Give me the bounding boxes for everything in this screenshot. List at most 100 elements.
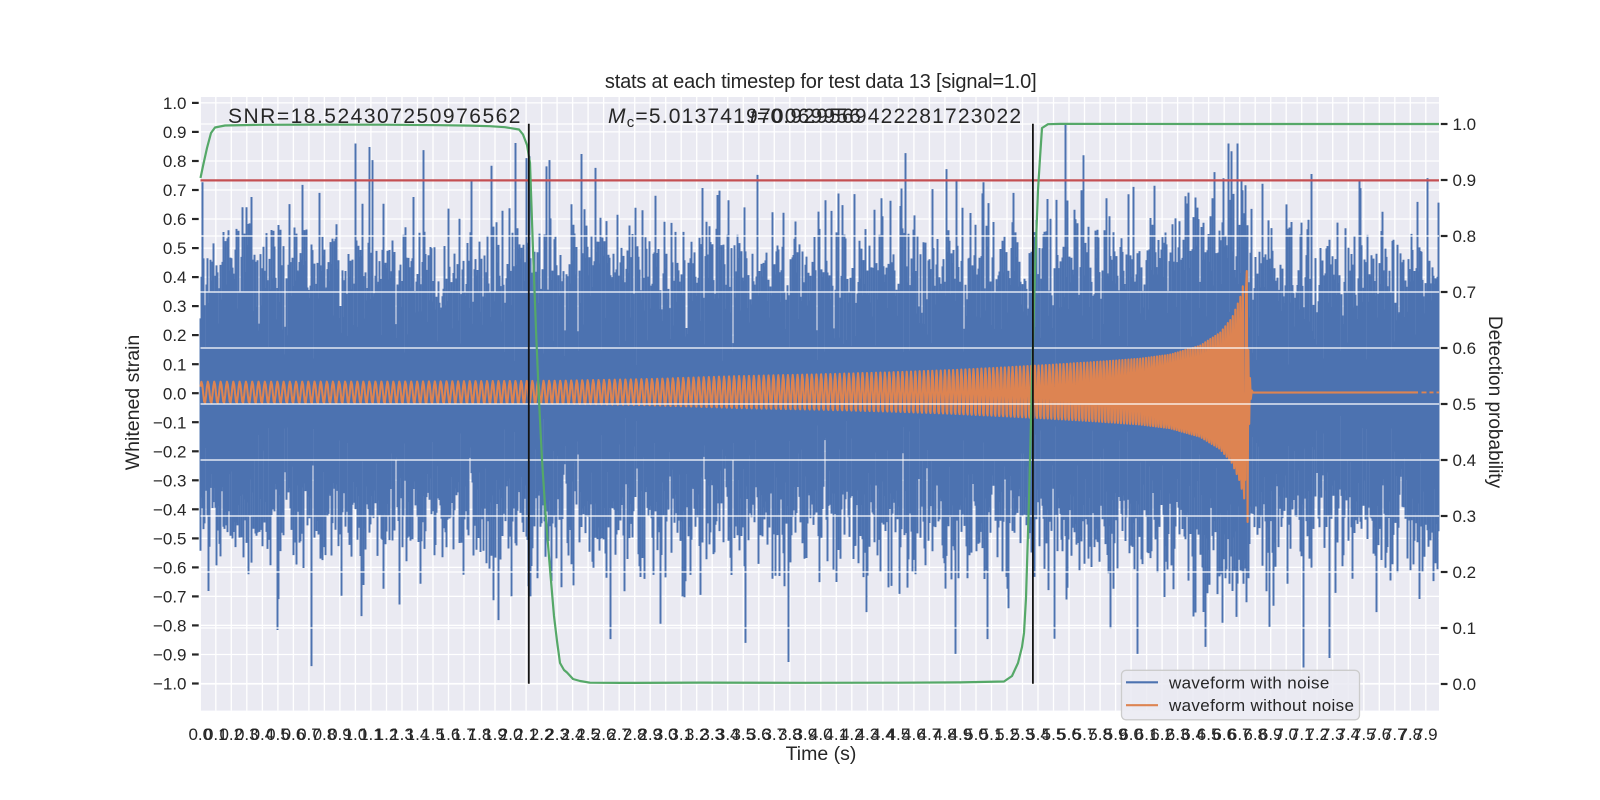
svg-text:0.6: 0.6	[163, 210, 187, 229]
svg-text:−0.8: −0.8	[153, 617, 187, 636]
svg-text:4.7: 4.7	[918, 725, 942, 744]
svg-text:0.7: 0.7	[297, 725, 321, 744]
svg-text:0.1: 0.1	[163, 355, 187, 374]
svg-text:−0.3: −0.3	[153, 471, 187, 490]
svg-text:Detection probability: Detection probability	[1484, 316, 1505, 489]
svg-text:3.2: 3.2	[685, 725, 709, 744]
svg-text:5.8: 5.8	[1088, 725, 1112, 744]
svg-text:Time (s): Time (s)	[786, 743, 857, 765]
svg-text:2.3: 2.3	[545, 725, 569, 744]
svg-text:stats at each timestep for tes: stats at each timestep for test data 13 …	[605, 71, 1037, 93]
svg-text:0.0: 0.0	[188, 725, 212, 744]
svg-text:0.1: 0.1	[204, 725, 228, 744]
svg-text:6.4: 6.4	[1181, 725, 1205, 744]
svg-text:t=0.929569422281723022: t=0.929569422281723022	[750, 105, 1022, 128]
svg-text:6.5: 6.5	[1197, 725, 1221, 744]
svg-text:1.5: 1.5	[421, 725, 445, 744]
svg-text:2.7: 2.7	[607, 725, 631, 744]
svg-text:0.8: 0.8	[1453, 227, 1477, 246]
svg-text:3.5: 3.5	[731, 725, 755, 744]
svg-text:4.3: 4.3	[856, 725, 880, 744]
svg-text:waveform with noise: waveform with noise	[1168, 673, 1330, 692]
svg-text:0.9: 0.9	[163, 123, 187, 142]
svg-text:5.3: 5.3	[1011, 725, 1035, 744]
svg-text:0.7: 0.7	[163, 181, 187, 200]
svg-text:3.0: 3.0	[654, 725, 678, 744]
svg-text:2.6: 2.6	[592, 725, 616, 744]
svg-text:6.9: 6.9	[1259, 725, 1283, 744]
svg-text:1.6: 1.6	[437, 725, 461, 744]
svg-text:0.2: 0.2	[1453, 563, 1477, 582]
svg-text:SNR=18.524307250976562: SNR=18.524307250976562	[228, 105, 522, 128]
svg-text:3.1: 3.1	[669, 725, 693, 744]
svg-text:−0.9: −0.9	[153, 646, 187, 665]
svg-text:0.3: 0.3	[1453, 507, 1477, 526]
svg-text:0.6: 0.6	[282, 725, 306, 744]
svg-text:5.2: 5.2	[995, 725, 1019, 744]
svg-text:5.7: 5.7	[1073, 725, 1097, 744]
svg-text:0.6: 0.6	[1453, 339, 1477, 358]
svg-text:2.5: 2.5	[576, 725, 600, 744]
svg-text:4.6: 4.6	[902, 725, 926, 744]
svg-text:7.1: 7.1	[1290, 725, 1314, 744]
svg-text:0.2: 0.2	[163, 326, 187, 345]
svg-text:−0.2: −0.2	[153, 442, 187, 461]
svg-text:4.5: 4.5	[887, 725, 911, 744]
svg-text:0.4: 0.4	[1453, 451, 1477, 470]
svg-text:2.8: 2.8	[623, 725, 647, 744]
svg-text:0.2: 0.2	[219, 725, 243, 744]
svg-text:1.4: 1.4	[406, 725, 430, 744]
svg-text:2.9: 2.9	[638, 725, 662, 744]
svg-text:5.4: 5.4	[1026, 725, 1050, 744]
svg-text:0.5: 0.5	[1453, 395, 1477, 414]
svg-text:1.3: 1.3	[390, 725, 414, 744]
svg-text:1.1: 1.1	[359, 725, 383, 744]
svg-text:1.0: 1.0	[1453, 115, 1477, 134]
svg-text:4.0: 4.0	[809, 725, 833, 744]
svg-text:−0.4: −0.4	[153, 500, 187, 519]
svg-text:0.4: 0.4	[163, 268, 187, 287]
svg-text:5.5: 5.5	[1042, 725, 1066, 744]
svg-text:7.5: 7.5	[1352, 725, 1376, 744]
svg-text:7.2: 7.2	[1305, 725, 1329, 744]
svg-text:0.7: 0.7	[1453, 283, 1477, 302]
svg-text:5.0: 5.0	[964, 725, 988, 744]
svg-text:0.3: 0.3	[235, 725, 259, 744]
svg-text:6.7: 6.7	[1228, 725, 1252, 744]
svg-text:6.6: 6.6	[1212, 725, 1236, 744]
svg-text:3.4: 3.4	[716, 725, 740, 744]
svg-text:0.9: 0.9	[1453, 171, 1477, 190]
svg-text:Whitened strain: Whitened strain	[122, 335, 144, 470]
svg-text:0.5: 0.5	[163, 239, 187, 258]
svg-text:6.8: 6.8	[1243, 725, 1267, 744]
svg-text:0.1: 0.1	[1453, 619, 1477, 638]
svg-text:0.8: 0.8	[163, 152, 187, 171]
svg-text:2.2: 2.2	[530, 725, 554, 744]
svg-text:0.5: 0.5	[266, 725, 290, 744]
svg-text:4.8: 4.8	[933, 725, 957, 744]
svg-text:1.9: 1.9	[483, 725, 507, 744]
svg-text:1.7: 1.7	[452, 725, 476, 744]
svg-text:4.4: 4.4	[871, 725, 895, 744]
svg-text:6.2: 6.2	[1150, 725, 1174, 744]
svg-text:2.4: 2.4	[561, 725, 585, 744]
svg-text:−0.1: −0.1	[153, 413, 187, 432]
svg-text:0.3: 0.3	[163, 297, 187, 316]
svg-text:waveform without noise: waveform without noise	[1168, 696, 1354, 715]
svg-text:7.4: 7.4	[1336, 725, 1360, 744]
svg-text:0.4: 0.4	[251, 725, 275, 744]
svg-text:7.6: 7.6	[1367, 725, 1391, 744]
svg-text:3.3: 3.3	[700, 725, 724, 744]
svg-text:1.0: 1.0	[163, 94, 187, 113]
svg-text:4.2: 4.2	[840, 725, 864, 744]
svg-text:4.9: 4.9	[949, 725, 973, 744]
svg-text:1.2: 1.2	[375, 725, 399, 744]
svg-text:3.7: 3.7	[762, 725, 786, 744]
svg-text:−1.0: −1.0	[153, 675, 187, 694]
svg-text:6.0: 6.0	[1119, 725, 1143, 744]
svg-text:5.6: 5.6	[1057, 725, 1081, 744]
svg-text:3.6: 3.6	[747, 725, 771, 744]
svg-text:6.1: 6.1	[1135, 725, 1159, 744]
svg-text:7.8: 7.8	[1398, 725, 1422, 744]
svg-text:7.9: 7.9	[1414, 725, 1438, 744]
